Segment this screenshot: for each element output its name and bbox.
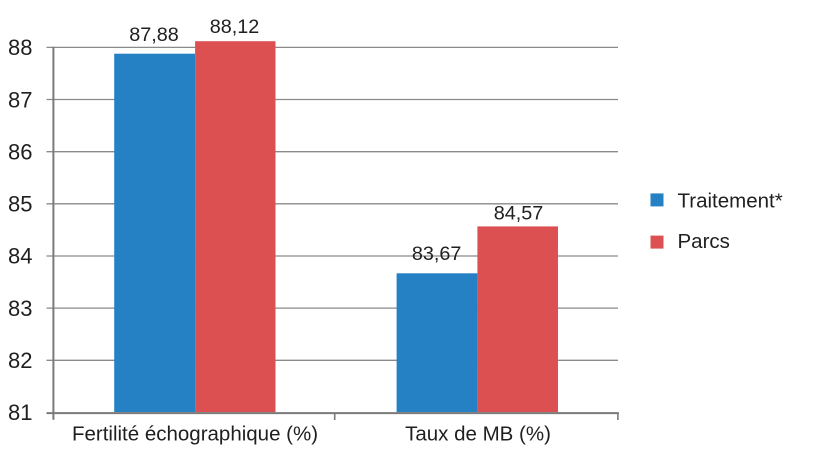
svg-text:Traitement*: Traitement*: [678, 189, 783, 212]
svg-text:84,57: 84,57: [494, 202, 544, 224]
svg-text:Parcs: Parcs: [678, 230, 730, 253]
svg-text:86: 86: [8, 139, 32, 164]
svg-text:88: 88: [8, 35, 32, 60]
svg-text:87: 87: [8, 87, 32, 112]
svg-text:83: 83: [8, 296, 32, 321]
svg-text:Taux de MB (%): Taux de MB (%): [405, 423, 551, 446]
svg-text:83,67: 83,67: [412, 243, 462, 265]
svg-text:85: 85: [8, 192, 32, 217]
svg-text:81: 81: [8, 400, 32, 425]
svg-text:Fertilité échographique (%): Fertilité échographique (%): [72, 423, 318, 446]
svg-text:82: 82: [8, 348, 32, 373]
svg-text:88,12: 88,12: [210, 16, 260, 38]
svg-text:84: 84: [8, 244, 32, 269]
svg-text:87,88: 87,88: [129, 24, 179, 46]
